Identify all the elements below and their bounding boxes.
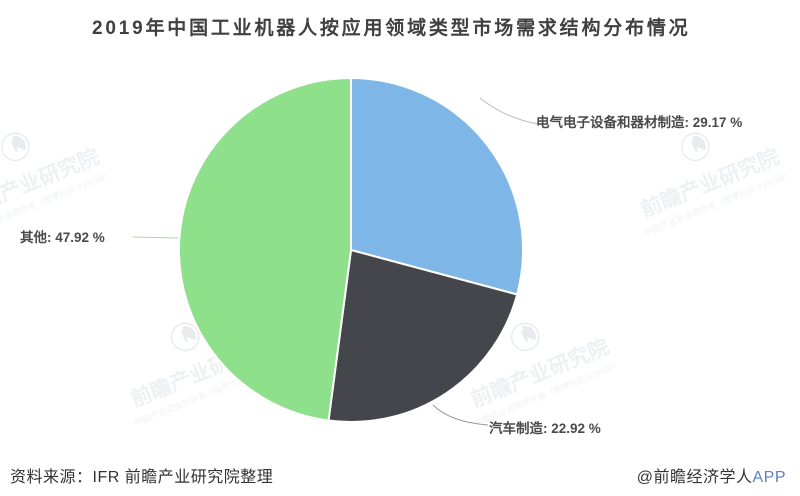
svg-text:其他: 47.92 %: 其他: 47.92 % bbox=[20, 229, 105, 245]
svg-text:汽车制造: 22.92 %: 汽车制造: 22.92 % bbox=[489, 420, 601, 436]
svg-text:电气电子设备和器材制造: 29.17 %: 电气电子设备和器材制造: 29.17 % bbox=[536, 114, 742, 130]
